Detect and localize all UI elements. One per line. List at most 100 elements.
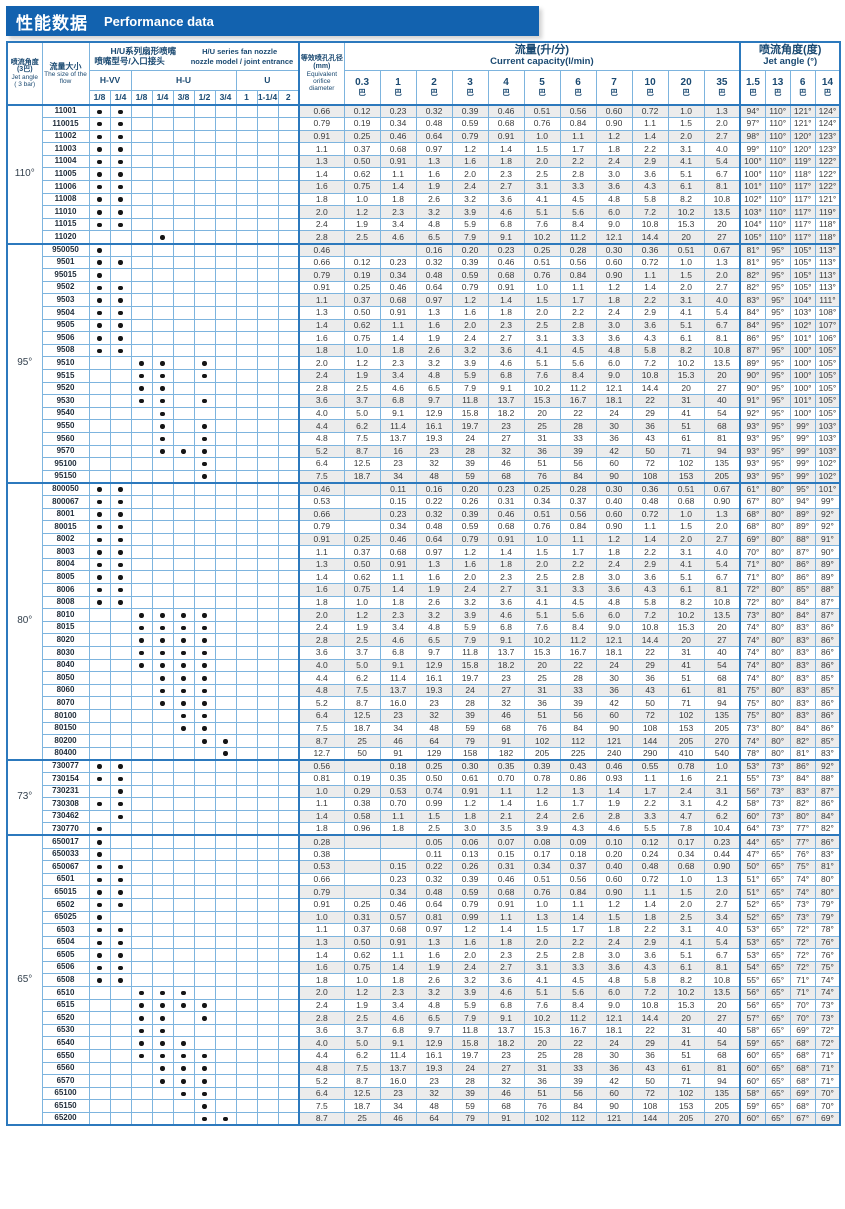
table-row: 650067 0.53 0.15 0.22 0.26 0.31 0.34 0.37 0.40 0.… (7, 860, 841, 874)
flow-value: 31 (667, 1023, 705, 1038)
flow-value: 24 (451, 431, 489, 446)
size-empty-cell (172, 784, 195, 799)
jet-angle-value: 86° (814, 834, 841, 849)
jet-angle-value: 93° (739, 431, 766, 446)
size-empty-cell (151, 343, 174, 358)
jet-angle-value: 94° (789, 494, 816, 509)
flow-value: 2.4 (451, 180, 489, 194)
jet-angle-value: 87° (814, 784, 841, 799)
equivalent-diameter-value: 1.0 (298, 910, 345, 925)
jet-angle-value: 65° (764, 910, 791, 925)
flow-value: 2.2 (631, 142, 669, 156)
size-empty-cell (235, 1061, 258, 1076)
flow-value: 11.8 (451, 646, 489, 660)
flow-value: 0.20 (451, 481, 489, 496)
size-empty-cell (214, 394, 237, 408)
table-row: 95° 950050 0.46 0.16 0.20 0.23 0.25 0.28 0.30 0.3… (6, 242, 841, 484)
flow-value: 2.3 (379, 356, 417, 370)
size-empty-cell (88, 381, 111, 396)
size-empty-cell (277, 998, 300, 1013)
size-empty-cell (214, 721, 237, 736)
nozzle-model: 950050 (41, 242, 90, 257)
size-dot-cell (109, 180, 132, 194)
flow-value: 0.75 (343, 960, 381, 975)
jet-angle-value: 73° (789, 910, 816, 925)
flow-value: 23 (379, 709, 417, 723)
size-dot-cell (88, 935, 111, 950)
jet-angle-value: 65° (764, 1086, 791, 1101)
flow-value: 4.5 (559, 595, 597, 610)
dot-icon (202, 1116, 207, 1122)
flow-value: 0.60 (595, 104, 633, 119)
flow-value: 1.1 (487, 910, 525, 925)
size-empty-cell (151, 180, 174, 194)
jet-angle-value: 117° (789, 217, 816, 232)
size-empty-cell (256, 998, 279, 1013)
flow-value: 2.5 (523, 948, 561, 962)
jet-angle-value: 68° (789, 1061, 816, 1076)
dot-icon (118, 184, 123, 190)
size-empty-cell (193, 797, 216, 811)
size-dot-cell (193, 469, 216, 484)
flow-value: 4.8 (415, 217, 453, 232)
size-empty-cell (214, 557, 237, 572)
jet-angle-value: 101° (739, 180, 766, 194)
size-empty-cell (130, 1086, 153, 1101)
flow-value: 2.4 (595, 557, 633, 572)
size-empty-cell (109, 1061, 132, 1076)
flow-value: 0.08 (523, 834, 561, 849)
flow-value: 10.2 (667, 608, 705, 622)
flow-value: 1.3 (703, 507, 741, 522)
size-empty-cell (235, 1074, 258, 1088)
table-row: 6503 1.1 0.37 0.68 0.97 1.2 1.4 1.5 1.7 1.8 2.2 3.1… (7, 923, 841, 937)
flow-value: 11.4 (379, 1049, 417, 1063)
flow-value: 1.8 (379, 343, 417, 358)
size-empty-cell (88, 356, 111, 370)
flow-value: 0.12 (343, 255, 381, 270)
flow-value: 6.8 (379, 646, 417, 660)
nozzle-model: 65200 (41, 1112, 90, 1126)
flow-value: 3.1 (523, 331, 561, 345)
jet-angle-value: 75° (739, 696, 766, 710)
flow-value: 5.8 (631, 973, 669, 988)
jet-angle-value: 72° (789, 960, 816, 975)
table-row: 8001 0.66 0.23 0.32 0.39 0.46 0.51 0.56 0.60 0.72… (7, 507, 841, 522)
flow-value: 5.9 (451, 998, 489, 1013)
flow-value: 3.3 (559, 583, 597, 597)
jet-angle-value: 65° (764, 1074, 791, 1088)
jet-angle-value: 105° (814, 394, 841, 408)
flow-value: 3.1 (667, 545, 705, 559)
size-empty-cell (172, 419, 195, 433)
flow-value: 1.4 (379, 960, 417, 975)
flow-value: 2.2 (559, 154, 597, 169)
jet-angle-3bar-cn: 喷流角度 (10, 59, 39, 67)
flow-value: 1.1 (559, 280, 597, 295)
size-empty-cell (235, 205, 258, 219)
size-empty-cell (235, 608, 258, 622)
dot-icon (97, 915, 102, 920)
size-empty-cell (130, 520, 153, 534)
flow-value: 0.28 (559, 481, 597, 496)
size-empty-cell (109, 683, 132, 698)
dot-icon (118, 512, 123, 517)
size-empty-cell (277, 696, 300, 710)
flow-value: 0.50 (343, 557, 381, 572)
dot-icon (139, 1041, 144, 1046)
flow-value: 1.2 (343, 986, 381, 1000)
jet-angle-value: 65° (764, 834, 791, 849)
dot-icon (160, 424, 165, 429)
flow-value: 4.8 (415, 998, 453, 1013)
jet-angle-value: 105° (789, 242, 816, 257)
flow-value: 48 (415, 1099, 453, 1113)
flow-value: 108 (631, 469, 669, 484)
dot-icon (118, 134, 123, 140)
flow-value: 0.32 (415, 255, 453, 270)
flow-value: 0.25 (343, 532, 381, 547)
flow-value: 2.6 (559, 809, 597, 824)
flow-value (343, 872, 381, 887)
size-dot-cell (109, 885, 132, 899)
size-empty-cell (151, 734, 174, 748)
size-empty-cell (88, 746, 111, 761)
size-empty-cell (277, 230, 300, 245)
